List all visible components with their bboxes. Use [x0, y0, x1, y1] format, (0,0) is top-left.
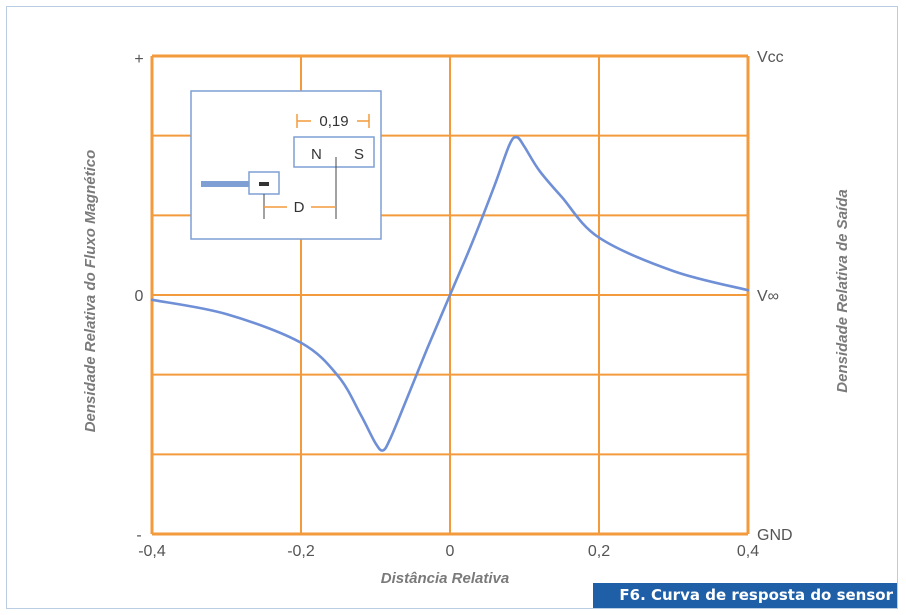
y-left-tick-label: -	[136, 527, 141, 544]
distance-label: D	[294, 199, 305, 216]
sensor-element	[259, 182, 269, 186]
y-left-tick-labels: +0 -	[134, 51, 143, 544]
figure-frame: -0,4 -0,2 0 0,2 0,4 +0 - Vcc V∞ GND Distância R…	[6, 6, 898, 609]
response-chart: -0,4 -0,2 0 0,2 0,4 +0 - Vcc V∞ GND Distância R…	[82, 49, 851, 587]
magnet-north-label: N	[311, 146, 322, 163]
x-tick-label: -0,2	[287, 543, 315, 560]
y-right-tick-label: Vcc	[757, 49, 784, 66]
y-left-tick-label: +	[134, 51, 143, 68]
magnet-south-label: S	[354, 146, 364, 163]
magnet-sensor-inset: 0,19 N S D	[190, 90, 382, 240]
y-right-tick-label: GND	[757, 527, 793, 544]
y-axis-right-title: Densidade Relativa de Saída	[834, 189, 851, 392]
sensor-lead	[201, 181, 249, 187]
y-right-tick-label: V∞	[757, 288, 779, 305]
x-tick-label: 0,4	[737, 543, 759, 560]
x-tick-labels: -0,4 -0,2 0 0,2 0,4	[138, 543, 759, 560]
dimension-label: 0,19	[319, 113, 348, 130]
series-line	[150, 135, 750, 452]
x-axis-title: Distância Relativa	[381, 570, 509, 587]
x-tick-label: 0	[446, 543, 455, 560]
dimension-label-bg	[311, 113, 357, 129]
figure-caption: F6. Curva de resposta do sensor	[593, 583, 897, 608]
x-tick-label: 0,2	[588, 543, 610, 560]
y-left-tick-label: 0	[135, 288, 144, 305]
y-right-tick-labels: Vcc V∞ GND	[757, 49, 793, 544]
y-axis-left-title: Densidade Relativa do Fluxo Magnético	[82, 150, 99, 433]
magnet	[293, 136, 375, 168]
distance-label-bg	[287, 199, 311, 215]
x-tick-label: -0,4	[138, 543, 166, 560]
